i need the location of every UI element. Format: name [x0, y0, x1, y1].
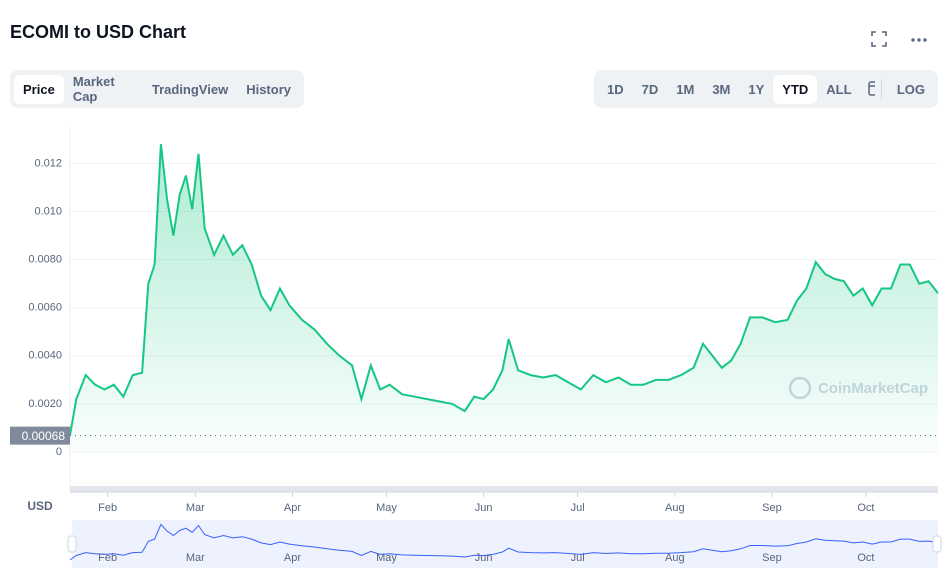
price-line	[69, 144, 939, 436]
watermark: CoinMarketCap	[818, 380, 928, 397]
volume-band	[70, 486, 938, 492]
price-marker-label: 0.00068	[22, 429, 66, 443]
fullscreen-icon[interactable]	[871, 31, 887, 47]
navigator-label: Aug	[665, 552, 685, 564]
separator	[881, 79, 882, 99]
x-tick-label: Jun	[475, 502, 493, 514]
navigator-line	[69, 523, 939, 561]
y-tick-label: 0.0080	[28, 254, 62, 266]
navigator-label: Sep	[762, 552, 782, 564]
page-title: ECOMI to USD Chart	[10, 22, 187, 42]
toolbar-icons	[871, 31, 927, 47]
log-button[interactable]: LOG	[896, 81, 925, 97]
calendar-icon[interactable]	[861, 79, 876, 99]
range-button[interactable]: 3M	[712, 81, 731, 97]
navigator-label: Jun	[475, 552, 493, 564]
tab[interactable]: Price	[14, 74, 64, 104]
navigator-handle	[932, 535, 942, 553]
x-tick-label: Mar	[186, 502, 205, 514]
y-tick-label: 0.0020	[28, 398, 62, 410]
watermark-logo	[788, 376, 812, 400]
x-tick-label: Apr	[284, 502, 301, 514]
navigator-label: Oct	[857, 552, 874, 564]
x-tick-label: Feb	[98, 502, 117, 514]
navigator-label: Jul	[571, 552, 585, 564]
y-tick-label: 0	[56, 446, 62, 458]
range-button[interactable]: 1Y	[748, 81, 765, 97]
x-tick-label: Sep	[762, 502, 782, 514]
navigator-label: May	[376, 552, 397, 564]
y-tick-label: 0.0060	[28, 302, 62, 314]
navigator-label: Mar	[186, 552, 205, 564]
tab-group: Price Market Cap TradingView History	[10, 70, 304, 108]
range-button[interactable]: 1D	[607, 81, 624, 97]
x-tick-label: Oct	[857, 502, 874, 514]
currency-label: USD	[27, 499, 53, 513]
price-marker-box	[10, 426, 70, 445]
navigator-label: Apr	[284, 552, 301, 564]
y-tick-label: 0.0040	[28, 350, 62, 362]
navigator	[72, 520, 938, 568]
y-tick-label: 0.010	[34, 205, 62, 217]
price-area	[70, 144, 938, 452]
tab[interactable]: Market Cap	[72, 74, 115, 104]
x-tick-label: Aug	[665, 502, 685, 514]
x-tick-label: May	[376, 502, 397, 514]
range-button[interactable]: 7D	[641, 81, 659, 97]
navigator-handle	[67, 535, 77, 553]
range-button[interactable]: ALL	[826, 81, 852, 97]
range-button[interactable]: 1M	[676, 81, 695, 97]
range-button[interactable]: YTD	[773, 74, 818, 104]
more-icon[interactable]	[911, 38, 927, 42]
tab[interactable]: TradingView	[151, 81, 229, 97]
range-group: 1D 7D 1M 3M 1Y YTD ALL LOG	[594, 70, 938, 108]
x-tick-label: Jul	[571, 502, 585, 514]
y-tick-label: 0.012	[34, 157, 62, 169]
navigator-label: Feb	[98, 552, 117, 564]
tab[interactable]: History	[246, 81, 291, 97]
